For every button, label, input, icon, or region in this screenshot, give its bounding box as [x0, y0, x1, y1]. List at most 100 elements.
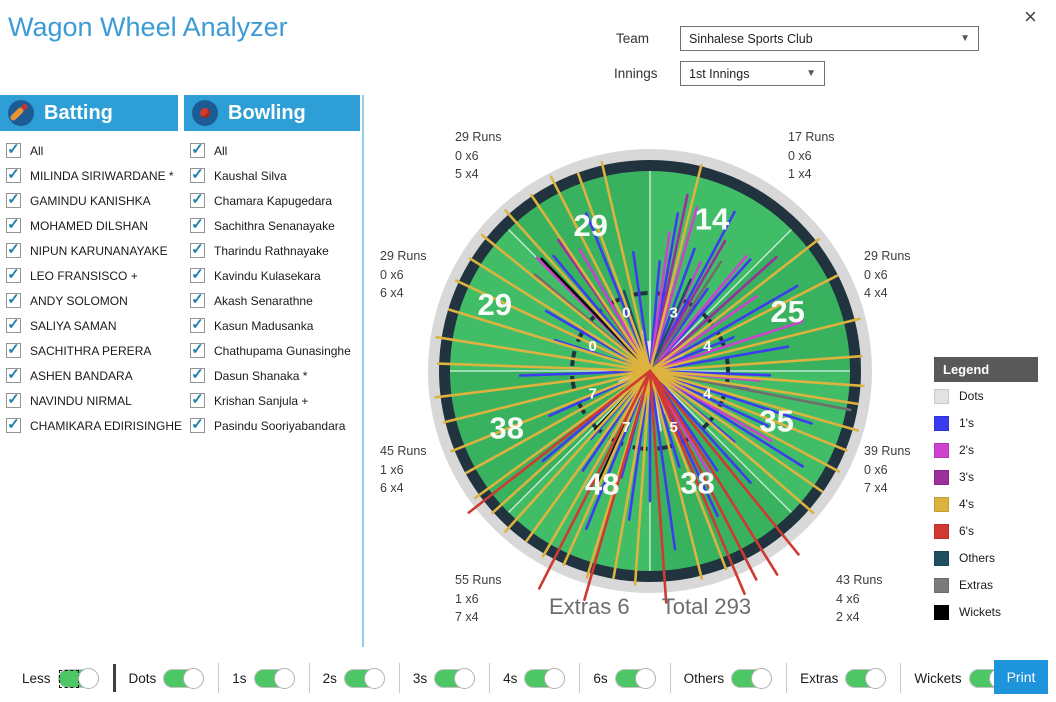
checkbox-checked-icon[interactable]: ✓	[190, 141, 205, 158]
legend-swatch	[934, 523, 949, 539]
checkbox-checked-icon[interactable]: ✓	[190, 341, 205, 358]
toggle-switch-3s[interactable]	[434, 667, 476, 689]
sector-runs-number: 29	[478, 287, 512, 322]
batting-item[interactable]: ✓ GAMINDU KANISHKA	[6, 188, 182, 213]
shot-line-4	[442, 369, 652, 424]
checkbox-checked-icon[interactable]: ✓	[6, 241, 21, 258]
checkbox-checked-icon[interactable]: ✓	[190, 216, 205, 233]
toggle-knob[interactable]	[544, 667, 566, 689]
bowling-item[interactable]: ✓ Kasun Madusanka	[190, 313, 351, 338]
checkbox-checked-icon[interactable]: ✓	[6, 416, 21, 433]
batting-item[interactable]: ✓ All	[6, 138, 182, 163]
checkbox-checked-icon[interactable]: ✓	[6, 341, 21, 358]
checkbox-checked-icon[interactable]: ✓	[190, 241, 205, 258]
shot-line-1	[631, 250, 652, 373]
sector-stats-right-upper: 29 Runs 0 x6 4 x4	[864, 249, 911, 300]
batting-list: ✓ All ✓ MILINDA SIRIWARDANE * ✓ GAMINDU KANIS…	[6, 138, 182, 438]
legend-label: 6's	[959, 524, 974, 538]
batting-item[interactable]: ✓ ASHEN BANDARA	[6, 363, 182, 388]
bowling-item[interactable]: ✓ Akash Senarathne	[190, 288, 351, 313]
sector-stats-left-upper: 29 Runs 0 x6 6 x4	[380, 249, 427, 300]
bowling-item[interactable]: ✓ Chamara Kapugedara	[190, 188, 351, 213]
bowling-item[interactable]: ✓ Pasindu Sooriyabandara	[190, 413, 351, 438]
batting-item[interactable]: ✓ MILINDA SIRIWARDANE *	[6, 163, 182, 188]
legend-item: Extras	[934, 572, 1038, 598]
checkbox-checked-icon[interactable]: ✓	[190, 416, 205, 433]
checkbox-checked-icon[interactable]: ✓	[190, 191, 205, 208]
toggle-group-wickets: Wickets	[914, 667, 1010, 689]
batting-item[interactable]: ✓ MOHAMED DILSHAN	[6, 213, 182, 238]
toggle-knob[interactable]	[363, 667, 385, 689]
batting-item[interactable]: ✓ SACHITHRA PERERA	[6, 338, 182, 363]
checkbox-checked-icon[interactable]: ✓	[190, 316, 205, 333]
legend-item: 3's	[934, 464, 1038, 490]
toggle-knob[interactable]	[273, 667, 295, 689]
checkbox-checked-icon[interactable]: ✓	[190, 291, 205, 308]
bowling-item[interactable]: ✓ Dasun Shanaka *	[190, 363, 351, 388]
checkbox-checked-icon[interactable]: ✓	[6, 291, 21, 308]
batting-item[interactable]: ✓ SALIYA SAMAN	[6, 313, 182, 338]
team-dropdown[interactable]: Sinhalese Sports Club ▼	[680, 26, 979, 51]
batting-item[interactable]: ✓ NIPUN KARUNANAYAKE	[6, 238, 182, 263]
close-icon[interactable]: ×	[1024, 4, 1037, 29]
checkbox-checked-icon[interactable]: ✓	[6, 266, 21, 283]
toggle-knob[interactable]	[751, 667, 773, 689]
toggle-label: 1s	[232, 670, 247, 686]
toggle-label: Dots	[128, 670, 157, 686]
bowling-item[interactable]: ✓ All	[190, 138, 351, 163]
wagon-wheel-chart: 14 3 25 4 35 4 38 5 48 7 38 7 29 0 29 0	[428, 149, 872, 604]
toggle-divider	[308, 663, 310, 693]
checkbox-checked-icon[interactable]: ✓	[6, 191, 21, 208]
shot-line-4	[648, 369, 841, 473]
checkbox-checked-icon[interactable]: ✓	[190, 166, 205, 183]
innings-dropdown-value: 1st Innings	[689, 66, 750, 81]
toggle-knob[interactable]	[865, 667, 887, 689]
bowling-item[interactable]: ✓ Kaushal Silva	[190, 163, 351, 188]
print-button[interactable]: Print	[994, 660, 1048, 694]
legend-label: Dots	[959, 389, 984, 403]
shot-line-4	[504, 369, 652, 533]
toggle-switch-6s[interactable]	[614, 667, 656, 689]
shot-line-4	[468, 257, 652, 373]
toggle-switch-extras[interactable]	[845, 667, 887, 689]
bowling-item[interactable]: ✓ Kavindu Kulasekara	[190, 263, 351, 288]
batting-item[interactable]: ✓ CHAMIKARA EDIRISINGHE	[6, 413, 182, 438]
checkbox-checked-icon[interactable]: ✓	[6, 316, 21, 333]
inner-circle-runs-number: 3	[670, 305, 678, 322]
bowling-item[interactable]: ✓ Krishan Sanjula +	[190, 388, 351, 413]
checkbox-checked-icon[interactable]: ✓	[6, 391, 21, 408]
toggle-knob[interactable]	[77, 667, 99, 689]
checkbox-checked-icon[interactable]: ✓	[6, 166, 21, 183]
toggle-label: Extras	[800, 670, 839, 686]
toggle-switch-2s[interactable]	[343, 667, 385, 689]
legend-swatch	[934, 550, 949, 566]
innings-dropdown[interactable]: 1st Innings ▼	[680, 61, 825, 86]
toggle-switch-less[interactable]	[57, 667, 99, 689]
toggle-knob[interactable]	[183, 667, 205, 689]
checkbox-checked-icon[interactable]: ✓	[190, 366, 205, 383]
toggle-switch-dots[interactable]	[163, 667, 205, 689]
toggle-divider	[900, 663, 902, 693]
inner-circle-runs-number: 7	[622, 419, 630, 436]
checkbox-checked-icon[interactable]: ✓	[6, 141, 21, 158]
inner-circle-runs-number: 4	[703, 338, 712, 355]
bowling-item[interactable]: ✓ Chathupama Gunasinghe	[190, 338, 351, 363]
checkbox-checked-icon[interactable]: ✓	[6, 216, 21, 233]
page-title: Wagon Wheel Analyzer	[8, 12, 288, 42]
checkbox-checked-icon[interactable]: ✓	[190, 266, 205, 283]
toggle-switch-others[interactable]	[731, 667, 773, 689]
toggle-knob[interactable]	[634, 667, 656, 689]
batting-item[interactable]: ✓ LEO FRANSISCO +	[6, 263, 182, 288]
checkbox-checked-icon[interactable]: ✓	[6, 366, 21, 383]
batting-item[interactable]: ✓ NAVINDU NIRMAL	[6, 388, 182, 413]
inner-circle-runs-number: 5	[670, 419, 678, 436]
shot-line-x	[648, 260, 723, 373]
bowling-item[interactable]: ✓ Tharindu Rathnayake	[190, 238, 351, 263]
bowling-item-label: Tharindu Rathnayake	[214, 243, 329, 258]
toggle-switch-1s[interactable]	[253, 667, 295, 689]
bowling-item[interactable]: ✓ Sachithra Senanayake	[190, 213, 351, 238]
toggle-switch-4s[interactable]	[524, 667, 566, 689]
toggle-knob[interactable]	[454, 667, 476, 689]
checkbox-checked-icon[interactable]: ✓	[190, 391, 205, 408]
batting-item[interactable]: ✓ ANDY SOLOMON	[6, 288, 182, 313]
